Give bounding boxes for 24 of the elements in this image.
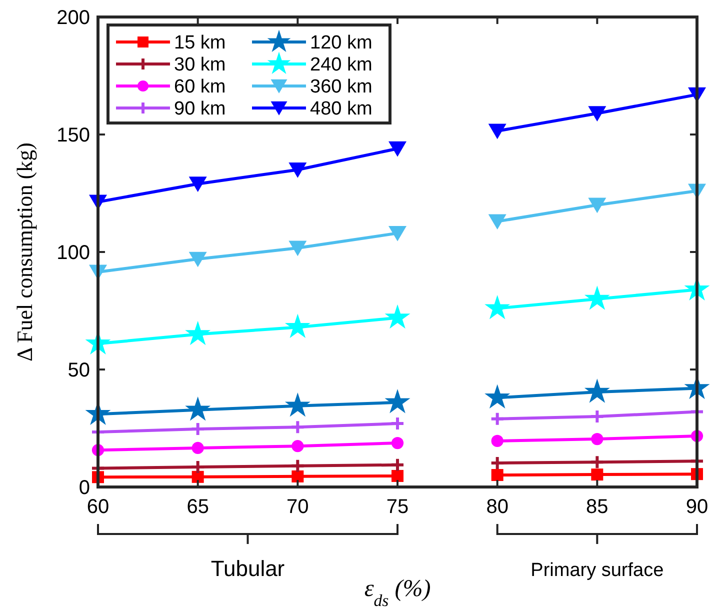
legend-label: 15 km [174,32,226,54]
legend-label: 60 km [174,76,226,98]
y-tick-label: 200 [56,7,90,29]
x-tick-label: 60 [86,496,110,518]
legend-label: 90 km [174,98,226,120]
x-tick-label: 75 [386,496,409,518]
y-tick-label: 0 [78,477,90,499]
x-tick-label: 70 [286,496,309,518]
legend-label: 480 km [310,98,372,120]
x-tick-label: 80 [486,496,508,518]
legend-label: 30 km [174,54,226,76]
y-axis-title: Δ Fuel consumption (kg) [12,142,37,362]
legend-label: 120 km [310,32,372,54]
legend-label: 240 km [310,54,372,76]
x-tick-label: 85 [586,496,608,518]
x-tick-label: 90 [686,496,708,518]
x-axis-title: ε$_{ds}$ (%) [364,576,431,610]
y-tick-label: 150 [56,124,90,146]
y-tick-label: 50 [68,360,90,382]
legend-label: 360 km [310,76,372,98]
text: Tubular [210,556,285,581]
x-tick-label: 65 [186,496,209,518]
y-tick-label: 100 [56,242,90,264]
text: Primary surface [530,560,664,581]
